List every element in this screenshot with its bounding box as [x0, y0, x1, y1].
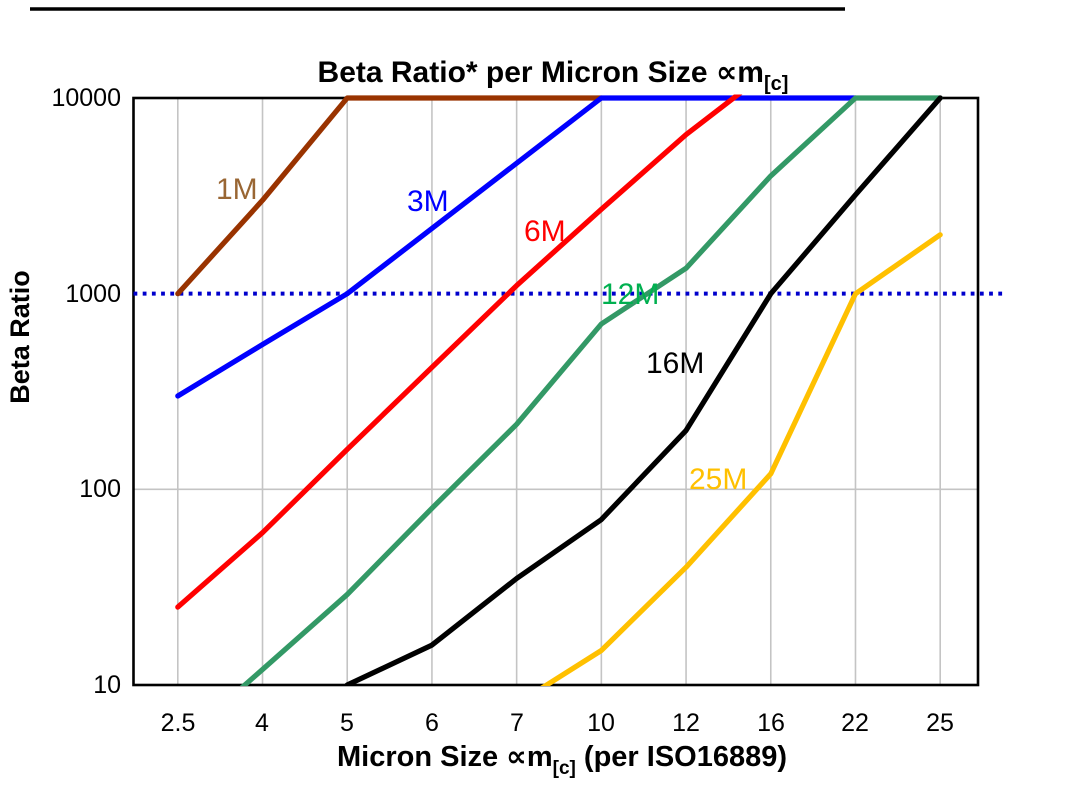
y-tick-1000: 1000	[65, 280, 121, 308]
series-lines	[175, 94, 943, 686]
series-label-1M: 1M	[216, 173, 258, 206]
x-tick-16: 16	[757, 709, 785, 737]
series-labels: 1M 3M 6M 12M 16M 25M	[216, 173, 747, 496]
x-tick-4: 4	[255, 709, 269, 737]
series-label-3M: 3M	[407, 185, 449, 218]
series-label-16M: 16M	[646, 347, 704, 380]
series-line-3M	[175, 95, 859, 399]
x-tick-7: 7	[510, 709, 524, 737]
series-line-25M	[540, 232, 943, 686]
x-axis-title-subscript: [c]	[553, 758, 576, 779]
x-tick-22: 22	[841, 709, 869, 737]
x-tick-5: 5	[340, 709, 354, 737]
x-tick-2p5: 2.5	[161, 709, 196, 737]
series-line-16M	[344, 95, 943, 686]
y-tick-10000: 10000	[51, 84, 121, 112]
x-axis-title-suffix: (per ISO16889)	[576, 741, 787, 773]
series-line-12M	[239, 95, 943, 686]
chart-title-subscript: [c]	[764, 73, 788, 95]
series-line-6M	[175, 94, 743, 610]
y-tick-10: 10	[93, 671, 121, 699]
x-axis-title: Micron Size ∝m[c] (per ISO16889)	[337, 741, 787, 779]
plot-border	[132, 96, 980, 687]
x-axis-title-main: Micron Size ∝m	[337, 741, 553, 773]
y-axis-title: Beta Ratio	[5, 270, 35, 404]
x-tick-10: 10	[587, 709, 615, 737]
y-tick-100: 100	[79, 475, 121, 503]
x-tick-12: 12	[672, 709, 700, 737]
x-tick-6: 6	[425, 709, 439, 737]
series-label-6M: 6M	[524, 215, 566, 248]
chart-title: Beta Ratio* per Micron Size ∝m[c]	[318, 56, 789, 95]
series-label-12M: 12M	[601, 278, 659, 311]
x-tick-labels: 2.5 4 5 6 7 10 12 16 22 25	[161, 709, 954, 737]
series-line-1M	[175, 95, 604, 297]
gridlines	[133, 98, 978, 685]
y-tick-labels: 10000 1000 100 10	[51, 84, 121, 699]
x-tick-25: 25	[926, 709, 954, 737]
series-label-25M: 25M	[689, 463, 747, 496]
chart-title-main: Beta Ratio* per Micron Size ∝m	[318, 56, 764, 89]
